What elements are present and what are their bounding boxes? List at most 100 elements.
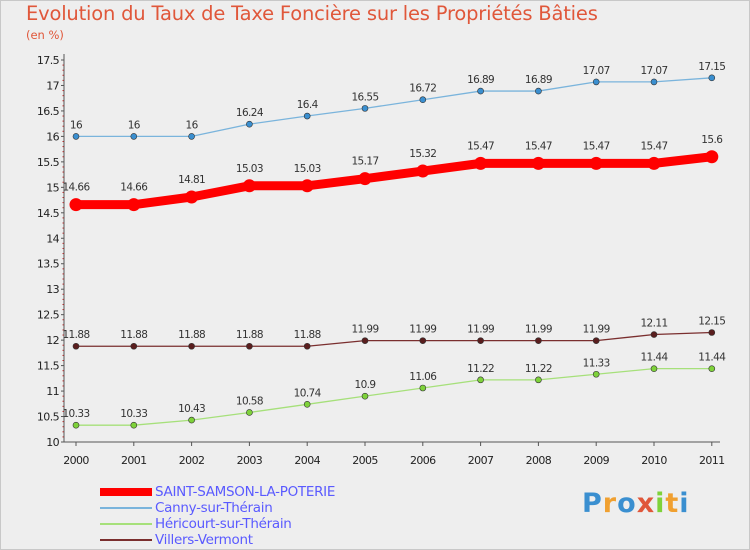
data-point <box>185 190 199 204</box>
y-tick-label: 17 <box>46 79 59 92</box>
data-label: 10.58 <box>236 395 263 407</box>
legend-label: SAINT-SAMSON-LA-POTERIE <box>155 484 336 500</box>
data-label: 11.33 <box>583 357 610 369</box>
data-point <box>535 376 542 384</box>
data-point <box>303 401 311 408</box>
data-point <box>419 384 427 392</box>
data-label: 15.47 <box>583 140 610 152</box>
data-point <box>130 133 138 140</box>
data-point <box>708 329 716 336</box>
y-tick-label: 13.5 <box>37 258 60 271</box>
data-label: 17.15 <box>698 61 725 73</box>
data-point <box>72 133 80 140</box>
x-tick-label: 2006 <box>410 454 436 467</box>
x-tick-label: 2010 <box>641 454 667 467</box>
logo-letter: x <box>636 488 656 519</box>
logo-letter: i <box>679 488 690 519</box>
data-point <box>188 342 195 350</box>
data-point <box>72 342 80 350</box>
data-point <box>127 198 141 212</box>
logo-letter: o <box>617 488 637 519</box>
y-tick-label: 10 <box>46 436 59 449</box>
y-tick-label: 14.5 <box>37 207 60 220</box>
data-point <box>358 172 372 186</box>
logo-letter: t <box>665 488 680 519</box>
logo-letter: r <box>602 488 618 519</box>
y-tick-label: 15 <box>46 181 59 194</box>
proxiti-logo: Proxiti <box>582 488 690 519</box>
data-label: 11.88 <box>62 329 89 341</box>
axes: 1010.51111.51212.51313.51414.51515.51616… <box>37 54 725 467</box>
y-tick-label: 11.5 <box>37 360 60 373</box>
x-tick-label: 2005 <box>352 454 378 467</box>
data-label: 10.33 <box>62 408 89 420</box>
data-point <box>361 105 369 112</box>
data-point <box>708 74 716 82</box>
y-tick-label: 13 <box>46 283 59 296</box>
data-point <box>592 370 600 378</box>
data-point <box>188 416 195 424</box>
y-tick-label: 10.5 <box>37 411 60 424</box>
legend-label: Canny-sur-Thérain <box>155 500 273 516</box>
series-layer <box>69 74 719 429</box>
data-label: 11.44 <box>640 352 668 364</box>
data-point <box>246 342 253 350</box>
legend-swatch <box>100 523 152 525</box>
data-point <box>416 164 430 178</box>
data-label: 17.07 <box>583 65 610 77</box>
data-point <box>705 150 719 164</box>
y-tick-label: 17.5 <box>37 54 60 67</box>
data-point <box>130 421 138 429</box>
data-point <box>303 112 311 120</box>
data-labels: 16 16 16 16.24 16.4 16.55 16.72 16.89 16.89 17.07… <box>62 61 726 420</box>
data-label: 11.99 <box>409 324 436 336</box>
data-label: 15.03 <box>236 163 263 175</box>
series-line <box>75 77 713 138</box>
data-point <box>246 409 253 416</box>
legend-label: Héricourt-sur-Thérain <box>155 516 292 532</box>
data-point <box>589 156 603 170</box>
data-label: 10.33 <box>120 408 147 420</box>
data-label: 12.15 <box>698 315 725 327</box>
data-point <box>650 365 658 372</box>
data-label: 16.89 <box>467 74 494 86</box>
data-point <box>650 331 658 338</box>
data-label: 11.88 <box>178 329 205 341</box>
legend-label: Villers-Vermont <box>155 532 253 548</box>
y-tick-label: 12 <box>46 334 59 347</box>
data-label: 16 <box>128 119 141 131</box>
data-label: 11.88 <box>120 329 147 341</box>
y-tick-label: 16 <box>46 130 59 143</box>
data-label: 11.22 <box>467 363 494 375</box>
data-label: 11.99 <box>525 324 552 336</box>
data-point <box>303 342 311 350</box>
data-label: 11.44 <box>698 352 726 364</box>
data-label: 16.24 <box>236 107 264 119</box>
data-label: 11.99 <box>583 324 610 336</box>
data-label: 15.17 <box>351 156 378 168</box>
x-tick-label: 2008 <box>526 454 552 467</box>
series-line <box>75 331 713 347</box>
data-label: 11.88 <box>236 329 263 341</box>
data-point <box>708 365 716 372</box>
data-point <box>361 337 369 344</box>
x-tick-label: 2004 <box>294 454 320 467</box>
data-label: 15.03 <box>294 163 321 175</box>
data-label: 10.9 <box>355 379 376 391</box>
data-point <box>419 337 427 344</box>
data-label: 17.07 <box>640 65 667 77</box>
data-label: 16.89 <box>525 74 552 86</box>
data-label: 12.11 <box>640 318 667 330</box>
data-label: 14.66 <box>120 182 148 194</box>
data-label: 11.22 <box>525 363 552 375</box>
legend-swatch <box>100 488 152 496</box>
data-label: 16 <box>70 119 83 131</box>
y-tick-label: 15.5 <box>37 156 60 169</box>
y-tick-label: 16.5 <box>37 105 60 118</box>
data-label: 14.66 <box>62 182 90 194</box>
data-point <box>419 96 427 104</box>
data-point <box>69 198 83 212</box>
data-point <box>650 78 658 86</box>
data-point <box>246 120 253 128</box>
